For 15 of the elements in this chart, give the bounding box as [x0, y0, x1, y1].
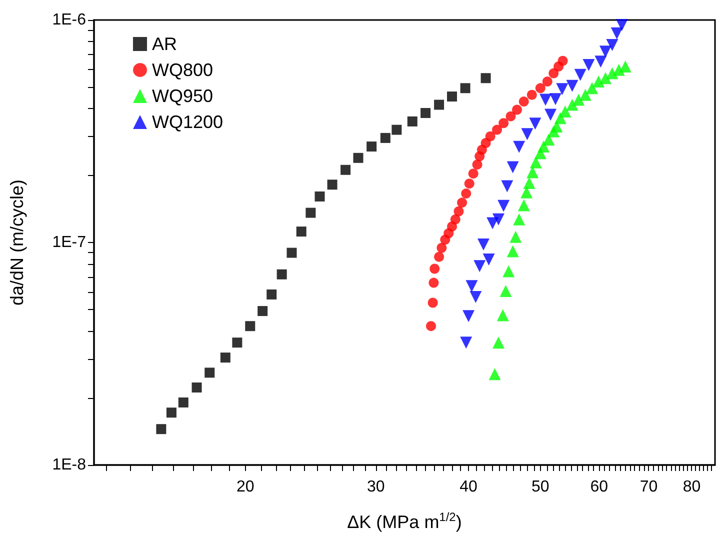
legend-label: WQ950 [152, 86, 214, 106]
x-tick-label: 80 [682, 478, 701, 496]
legend-label: AR [152, 34, 178, 54]
x-tick-label: 60 [590, 478, 608, 496]
x-tick-label: 40 [460, 478, 478, 496]
y-axis-title: da/dN (m/cycle) [7, 179, 27, 306]
x-tick-label: 30 [366, 478, 385, 496]
y-tick-label: 1E-6 [52, 12, 86, 28]
y-tick-label: 1E-7 [52, 234, 86, 251]
legend-label: WQ1200 [152, 112, 224, 132]
x-tick-label: 50 [531, 478, 550, 496]
x-tick-label: 70 [640, 478, 658, 496]
x-tick-label: 20 [236, 478, 254, 496]
legend-label: WQ800 [152, 60, 214, 80]
y-tick-label: 1E-8 [52, 456, 86, 474]
